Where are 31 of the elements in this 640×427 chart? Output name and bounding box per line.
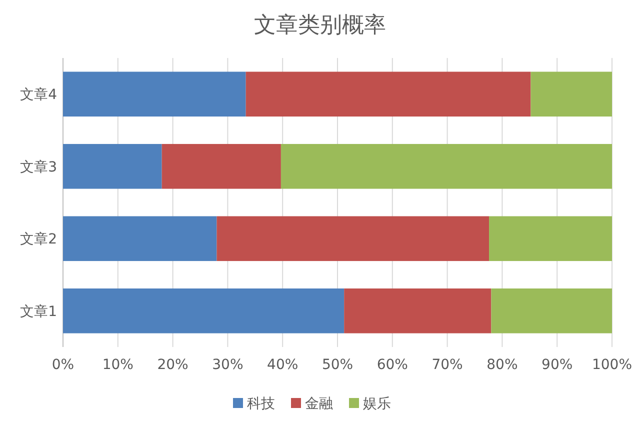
x-tick-label: 60% (376, 357, 408, 373)
bar (280, 144, 612, 189)
x-tick-label: 90% (542, 357, 573, 373)
bar (216, 216, 490, 262)
x-tick-label: 0% (52, 357, 74, 373)
x-tick-label: 100% (592, 357, 632, 373)
y-tick-label: 文章1 (20, 304, 57, 320)
x-tick-label: 70% (432, 357, 463, 373)
y-tick-label: 文章4 (20, 87, 58, 104)
legend-label: 金融 (305, 396, 333, 412)
bar (246, 72, 531, 117)
bar (63, 288, 344, 334)
y-tick-label: 文章2 (20, 232, 57, 248)
bar (530, 72, 612, 117)
legend-label: 娱乐 (363, 396, 391, 412)
legend-label: 科技 (247, 396, 275, 412)
x-tick-label: 20% (157, 357, 188, 373)
y-tick-label: 文章3 (20, 159, 57, 176)
chart-title: 文章类别概率 (254, 13, 386, 38)
bar (63, 144, 162, 189)
bar (491, 288, 612, 334)
x-tick-label: 40% (267, 357, 298, 373)
x-tick-label: 80% (486, 357, 518, 373)
bar (63, 72, 246, 117)
bar (63, 216, 217, 262)
bar (162, 144, 281, 189)
bar (489, 216, 612, 262)
x-tick-label: 10% (102, 357, 134, 373)
bar (344, 288, 492, 334)
x-tick-label: 50% (322, 357, 354, 373)
x-tick-label: 30% (212, 357, 244, 373)
